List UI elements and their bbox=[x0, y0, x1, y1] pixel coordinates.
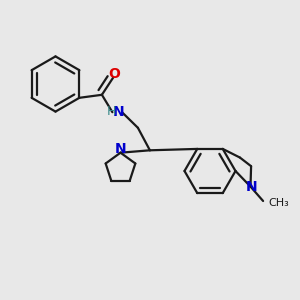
Text: N: N bbox=[114, 142, 126, 156]
Text: CH₃: CH₃ bbox=[268, 198, 289, 208]
Text: N: N bbox=[113, 105, 125, 118]
Text: O: O bbox=[109, 68, 120, 81]
Text: H: H bbox=[107, 105, 116, 118]
Text: N: N bbox=[246, 180, 258, 194]
